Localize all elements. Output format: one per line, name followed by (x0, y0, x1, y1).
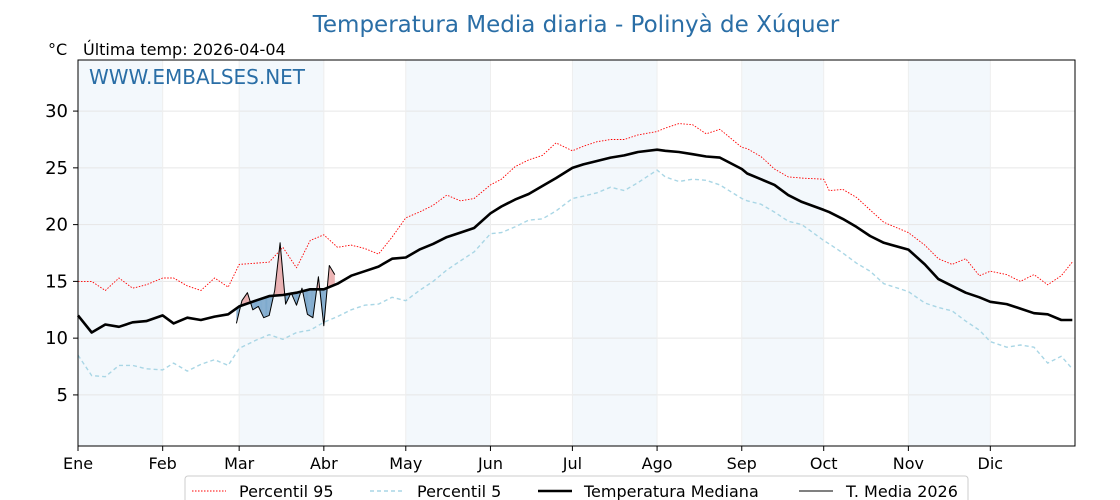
anomaly-fill-cold (259, 299, 261, 311)
series-lines (76, 123, 1073, 378)
anomaly-fill-cold (252, 301, 254, 310)
anomaly-fill-warm (333, 273, 335, 286)
anomaly-fill-cold (309, 289, 311, 317)
month-band (78, 60, 163, 446)
anomaly-fill-warm (245, 294, 247, 305)
y-ticks: 5 10 15 20 25 30 (45, 101, 78, 406)
anomaly-fill-cold (255, 300, 257, 309)
anomaly-fill-cold (265, 297, 267, 317)
anomaly-fill-cold (261, 298, 262, 314)
anomaly-fill-warm (243, 296, 245, 305)
x-ticks: Ene Feb Mar Abr May Jun Jul Ago Sep Oct Nov Dic (63, 446, 1003, 473)
x-tick-label: Ene (63, 454, 93, 473)
last-temp-label: Última temp: 2026-04-04 (83, 40, 286, 59)
anomaly-fill-cold (263, 297, 265, 318)
anomaly-fill-warm (332, 270, 333, 286)
anomaly-fill-warm (331, 268, 333, 287)
anomaly-fill-cold (256, 300, 258, 308)
month-bands (78, 60, 991, 446)
anomaly-fill-cold (264, 297, 266, 318)
anomaly-fill-cold (308, 289, 310, 316)
x-tick-label: Oct (810, 454, 838, 473)
legend-label-2026: T. Media 2026 (845, 482, 958, 500)
x-tick-label: Jun (477, 454, 503, 473)
y-axis-unit: °C (48, 40, 67, 59)
month-band (741, 60, 824, 446)
plot-frame (77, 59, 1076, 447)
legend-label-p5: Percentil 5 (417, 482, 501, 500)
anomaly-fill-cold (306, 290, 308, 315)
watermark: WWW.EMBALSES.NET (89, 65, 306, 89)
anomaly-fill-cold (262, 297, 264, 318)
y-tick-label: 5 (57, 385, 68, 406)
x-tick-label: Mar (224, 454, 255, 473)
series-line-2026 (235, 242, 336, 327)
x-tick-label: Jul (562, 454, 582, 473)
anomaly-fill-cold (267, 296, 269, 317)
chart-title: Temperatura Media diaria - Polinyà de Xú… (312, 12, 840, 38)
x-tick-label: Feb (149, 454, 177, 473)
legend-box (184, 475, 969, 500)
x-tick-label: Abr (310, 454, 338, 473)
anomaly-fill-cold (254, 300, 256, 309)
anomaly-fill-warm (278, 250, 280, 296)
y-tick-label: 15 (45, 271, 68, 292)
month-band (908, 60, 991, 446)
anomaly-fill-cold (307, 289, 309, 315)
anomaly-fill-cold (253, 300, 255, 310)
anomaly-fill-cold (261, 298, 263, 316)
legend-label-p95: Percentil 95 (239, 482, 334, 500)
anomaly-fill-cold (257, 299, 259, 307)
anomaly-fill-cold (268, 296, 270, 316)
y-tick-label: 10 (45, 328, 68, 349)
anomaly-fill-cold (266, 296, 268, 317)
anomaly-fill-cold (311, 289, 313, 318)
anomaly-fill-warm (246, 292, 248, 304)
legend-label-mediana: Temperatura Mediana (583, 482, 759, 500)
x-tick-label: Ago (642, 454, 673, 473)
series-line-percentil-95 (78, 123, 1073, 291)
anomaly-fill-warm (329, 265, 331, 288)
anomaly-fill-cold (311, 289, 312, 318)
y-tick-label: 20 (45, 215, 68, 236)
y-tick-label: 30 (45, 101, 68, 122)
series-line-mediana (76, 148, 1073, 334)
anomaly-fill-cold (310, 289, 312, 317)
x-tick-label: Sep (727, 454, 757, 473)
month-band (572, 60, 658, 446)
x-tick-label: Dic (978, 454, 1004, 473)
legend: Percentil 95 Percentil 5 Temperatura Med… (184, 475, 969, 500)
anomaly-fill-cold (260, 298, 262, 313)
anomaly-fill-warm (332, 271, 334, 286)
month-band (405, 60, 491, 446)
y-tick-label: 25 (45, 158, 68, 179)
anomaly-fill-warm (244, 295, 246, 305)
x-tick-label: May (389, 454, 422, 473)
anomaly-fill-warm (279, 242, 281, 296)
anomaly-fill-warm (330, 267, 332, 287)
grid-lines (77, 60, 1075, 446)
anomaly-fill-cold (295, 292, 297, 306)
x-tick-label: Nov (893, 454, 924, 473)
